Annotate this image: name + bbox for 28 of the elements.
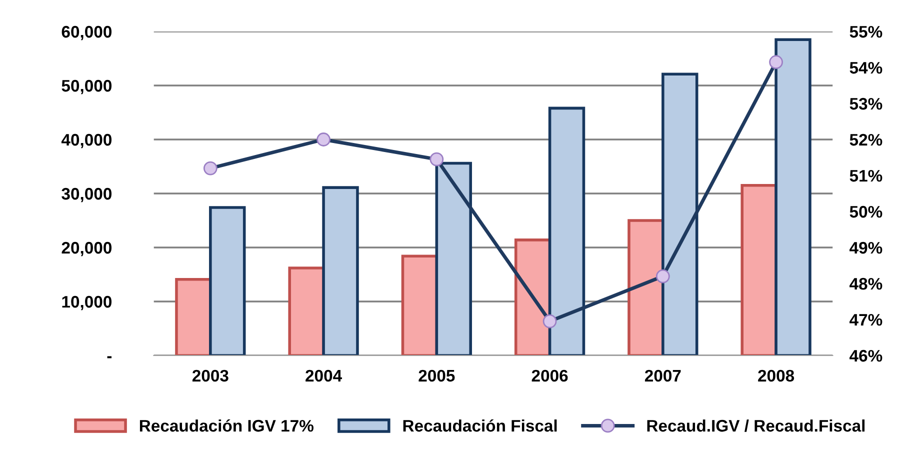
x-tick-label: 2008	[758, 370, 794, 382]
y2-tick-label: 50%	[850, 206, 882, 218]
y2-tick-label: 49%	[850, 242, 882, 254]
y2-tick-label: 52%	[850, 134, 882, 146]
legend-label: Recaud.IGV / Recaud.Fiscal	[647, 419, 865, 432]
y2-tick-label: 55%	[850, 26, 882, 38]
x-tick-label: 2005	[418, 370, 455, 382]
y2-tick-label: 47%	[850, 314, 882, 326]
y2-tick-label: 54%	[850, 62, 882, 74]
y-tick-label: 60,000	[62, 26, 112, 40]
x-tick-label: 2004	[306, 370, 342, 382]
bar	[209, 206, 246, 356]
legend-label: Recaudación Fiscal	[403, 419, 557, 432]
legend-label: Recaudación IGV 17%	[140, 419, 314, 432]
y-tick-label: 10,000	[62, 296, 112, 310]
y2-tick-label: 46%	[850, 350, 882, 362]
y-tick-label: 20,000	[62, 242, 112, 256]
y-tick-label: 50,000	[62, 80, 112, 94]
y2-tick-label: 48%	[850, 278, 882, 290]
y-tick-label: -	[107, 356, 112, 358]
y2-tick-label: 51%	[850, 170, 882, 182]
y2-tick-label: 53%	[850, 98, 882, 110]
y-tick-label: 40,000	[61, 134, 112, 148]
x-tick-label: 2006	[532, 370, 568, 382]
x-tick-label: 2007	[644, 370, 681, 382]
bar	[322, 186, 359, 356]
x-tick-label: 2003	[192, 370, 228, 382]
y-tick-label: 30,000	[62, 188, 112, 202]
